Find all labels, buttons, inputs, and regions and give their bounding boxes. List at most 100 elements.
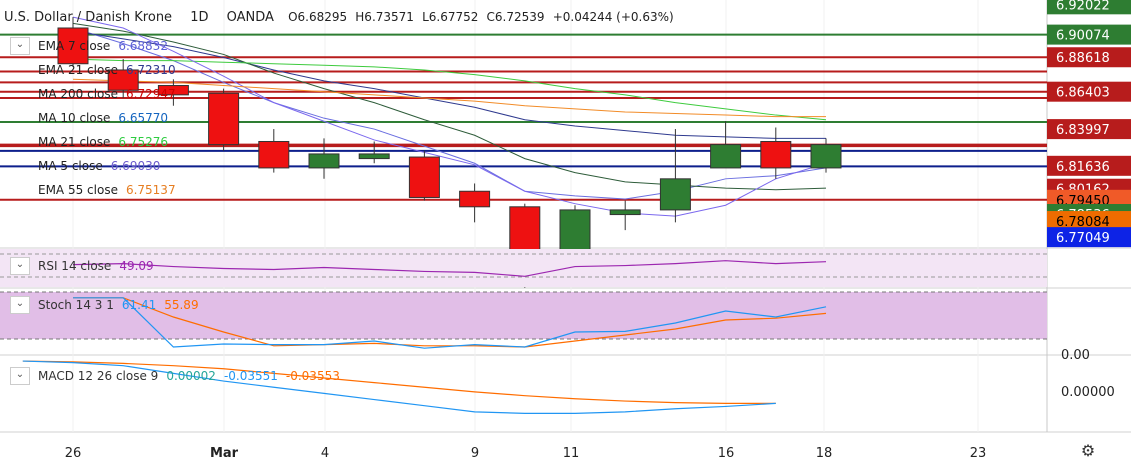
price-label-text: 6.77049 <box>1056 231 1110 246</box>
stoch-label: Stoch 14 3 1 <box>38 298 114 312</box>
price-label-tag <box>1047 155 1131 176</box>
moving-average-line <box>72 22 827 191</box>
x-tick-label: 9 <box>471 446 479 461</box>
ohlc-low: L6.67752 <box>422 10 479 24</box>
macd-signal-value: -0.03553 <box>285 369 340 383</box>
legend-label: MA 10 close <box>38 111 111 125</box>
candle-body <box>208 92 240 146</box>
candle-body <box>258 140 290 169</box>
price-label-tag <box>1047 24 1131 45</box>
legend-row-ema55[interactable]: EMA 55 close 6.75137 <box>10 178 176 202</box>
candle-body <box>57 27 89 65</box>
moving-average-line <box>72 27 827 200</box>
legend-row-ma10[interactable]: MA 10 close 6.65770 <box>10 106 176 130</box>
legend-row-ema21[interactable]: EMA 21 close 6.72310 <box>10 58 176 82</box>
indicator-legend: ⌄ EMA 7 close 6.68832 EMA 21 close 6.723… <box>10 34 176 202</box>
legend-value: 6.72310 <box>125 63 176 77</box>
legend-label: EMA 55 close <box>38 183 118 197</box>
rsi-band <box>0 249 1047 287</box>
legend-row-ma200[interactable]: MA 200 close 6.72947 <box>10 82 176 106</box>
candle-body <box>760 140 792 169</box>
ohlc-close: C6.72539 <box>486 10 545 24</box>
price-label-tag <box>1047 0 1131 15</box>
x-tick-label: 26 <box>65 446 82 461</box>
rsi-line <box>72 260 827 277</box>
legend-row-ma21[interactable]: MA 21 close 6.75276 <box>10 130 176 154</box>
price-label-text: 6.83997 <box>1056 123 1110 138</box>
macd-label: MACD 12 26 close 9 <box>38 369 159 383</box>
candle-body <box>107 69 139 91</box>
price-label-text: 6.92022 <box>1056 0 1110 13</box>
moving-average-line <box>72 58 827 121</box>
ohlc-open: O6.68295 <box>288 10 348 24</box>
legend-row-ema7[interactable]: ⌄ EMA 7 close 6.68832 <box>10 34 176 58</box>
legend-label: EMA 21 close <box>38 63 118 77</box>
macd-value: -0.03551 <box>223 369 278 383</box>
price-label-tag <box>1047 47 1131 68</box>
price-label-text: 6.88618 <box>1056 51 1110 66</box>
stoch-band <box>0 292 1047 339</box>
exchange: OANDA <box>226 10 274 25</box>
legend-value: 6.69030 <box>110 159 161 173</box>
chevron-down-icon[interactable]: ⌄ <box>10 37 30 55</box>
x-tick-label: 4 <box>321 446 329 461</box>
price-label-tag <box>1047 211 1131 232</box>
macd-legend[interactable]: ⌄ MACD 12 26 close 9 0.00002 -0.03551 -0… <box>10 367 340 385</box>
macd-hist-value: 0.00002 <box>166 369 216 383</box>
stoch-k-line <box>73 297 827 349</box>
candle-body <box>358 153 390 160</box>
moving-average-line <box>72 16 827 217</box>
legend-value: 6.68832 <box>118 39 168 53</box>
interval[interactable]: 1D <box>190 10 209 25</box>
candle-body <box>710 144 742 169</box>
stoch-d-value: 55.89 <box>164 298 199 312</box>
ohlc-change: +0.04244 (+0.63%) <box>552 10 674 24</box>
chevron-down-icon[interactable]: ⌄ <box>10 367 30 385</box>
candle-body <box>308 153 340 169</box>
macd-signal-line <box>22 360 776 404</box>
x-tick-label: 11 <box>563 446 580 461</box>
stoch-k-value: 61.41 <box>121 298 157 312</box>
legend-label: EMA 7 close <box>38 39 111 53</box>
x-tick-label: 16 <box>718 446 735 461</box>
price-label-tag <box>1047 81 1131 102</box>
price-label-tag <box>1047 227 1131 248</box>
candle-body <box>459 190 491 208</box>
legend-label: MA 200 close <box>38 87 119 101</box>
legend-value: 6.75137 <box>125 183 176 197</box>
candle-body <box>810 144 842 169</box>
rsi-value: 49.09 <box>119 259 154 273</box>
stoch-legend[interactable]: ⌄ Stoch 14 3 1 61.41 55.89 <box>10 296 199 314</box>
rsi-label: RSI 14 close <box>38 259 112 273</box>
price-label-text: 6.86403 <box>1056 86 1110 101</box>
symbol-name[interactable]: U.S. Dollar / Danish Krone <box>4 10 173 25</box>
price-label-text: 6.90074 <box>1056 29 1110 44</box>
moving-average-line <box>72 30 826 139</box>
moving-average-line <box>72 78 826 118</box>
legend-label: MA 5 close <box>38 159 103 173</box>
gear-icon[interactable]: ⚙ <box>1080 441 1096 460</box>
legend-label: MA 21 close <box>38 135 111 149</box>
ohlc-high: H6.73571 <box>355 10 414 24</box>
macd-line <box>22 360 776 414</box>
price-label-tag <box>1047 119 1131 140</box>
chevron-down-icon[interactable]: ⌄ <box>10 296 30 314</box>
candle-body <box>408 156 440 198</box>
rsi-legend[interactable]: ⌄ RSI 14 close 49.09 <box>10 257 154 275</box>
price-label-text: 6.81636 <box>1056 160 1110 175</box>
chevron-down-icon[interactable]: ⌄ <box>10 257 30 275</box>
candle-body <box>659 178 691 211</box>
x-tick-label: 18 <box>816 446 833 461</box>
x-tick-label: Mar <box>210 446 239 461</box>
legend-row-ma5[interactable]: MA 5 close 6.69030 <box>10 154 176 178</box>
x-tick-label: 23 <box>970 446 987 461</box>
candle-body <box>157 85 189 96</box>
candle-body <box>609 209 641 216</box>
legend-value: 6.65770 <box>118 111 168 125</box>
price-label-text: 6.78084 <box>1056 215 1110 230</box>
legend-value: 6.75276 <box>118 135 168 149</box>
symbol-header: U.S. Dollar / Danish Krone 1D OANDA O6.6… <box>4 10 674 25</box>
legend-value: 6.72947 <box>126 87 176 101</box>
